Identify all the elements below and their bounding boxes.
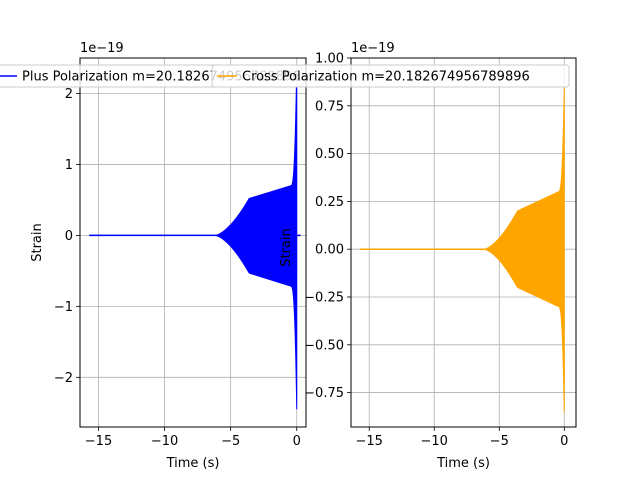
cross-x-tick-label: −5 — [490, 434, 509, 449]
plus-offset-text: 1e−19 — [80, 41, 124, 56]
cross-legend-box — [211, 64, 570, 88]
cross-y-axis-label: Strain — [279, 228, 294, 267]
plus-y-axis-label: Strain — [30, 223, 45, 262]
cross-x-axis-label: Time (s) — [436, 456, 490, 471]
cross-y-tick-label: 1.00 — [315, 52, 344, 67]
cross-legend-label: Cross Polarization m=20.182674956789896 — [242, 70, 530, 85]
cross-y-tick-label: −0.50 — [304, 338, 344, 353]
cross-offset-text: 1e−19 — [351, 41, 395, 56]
plus-x-tick-label: −10 — [151, 434, 178, 449]
cross-x-tick-label: −15 — [355, 434, 382, 449]
cross-waveform — [360, 86, 565, 412]
cross-y-tick-label: 0.00 — [315, 243, 344, 258]
plus-x-tick-label: −5 — [221, 434, 240, 449]
cross-x-tick-label: −10 — [421, 434, 448, 449]
cross-legend: Cross Polarization m=20.182674956789896 — [211, 64, 570, 88]
cross-x-ticks: −15 −10 −5 0 — [355, 427, 568, 449]
plus-y-tick-label: 1 — [65, 158, 73, 173]
cross-axes-frame — [350, 57, 577, 428]
cross-y-tick-label: 0.25 — [315, 195, 344, 210]
cross-y-tick-label: 0.75 — [315, 99, 344, 114]
cross-x-tick-label: 0 — [560, 434, 568, 449]
plus-axes-frame — [79, 57, 307, 428]
cross-y-tick-label: −0.75 — [304, 386, 344, 401]
cross-y-ticks: −0.75 −0.50 −0.25 0.00 0.25 0.50 0.75 1.00 — [304, 52, 351, 401]
plus-waveform — [89, 65, 301, 410]
plus-x-tick-label: 0 — [293, 434, 301, 449]
plus-y-ticks: −2 −1 0 1 2 — [54, 87, 80, 386]
plus-x-tick-label: −15 — [85, 434, 112, 449]
cross-y-tick-label: −0.25 — [304, 290, 344, 305]
plus-y-tick-label: −2 — [54, 371, 73, 386]
plus-x-ticks: −15 −10 −5 0 — [85, 427, 301, 449]
plus-y-tick-label: 2 — [65, 87, 73, 102]
plus-x-axis-label: Time (s) — [166, 456, 220, 471]
cross-polarization-axes: −15 −10 −5 0 −0.75 −0.50 −0.25 0.00 0.25 0.50 0.7… — [279, 41, 577, 471]
plus-y-tick-label: −1 — [54, 300, 73, 315]
plus-y-tick-label: 0 — [65, 229, 73, 244]
cross-y-tick-label: 0.50 — [315, 147, 344, 162]
